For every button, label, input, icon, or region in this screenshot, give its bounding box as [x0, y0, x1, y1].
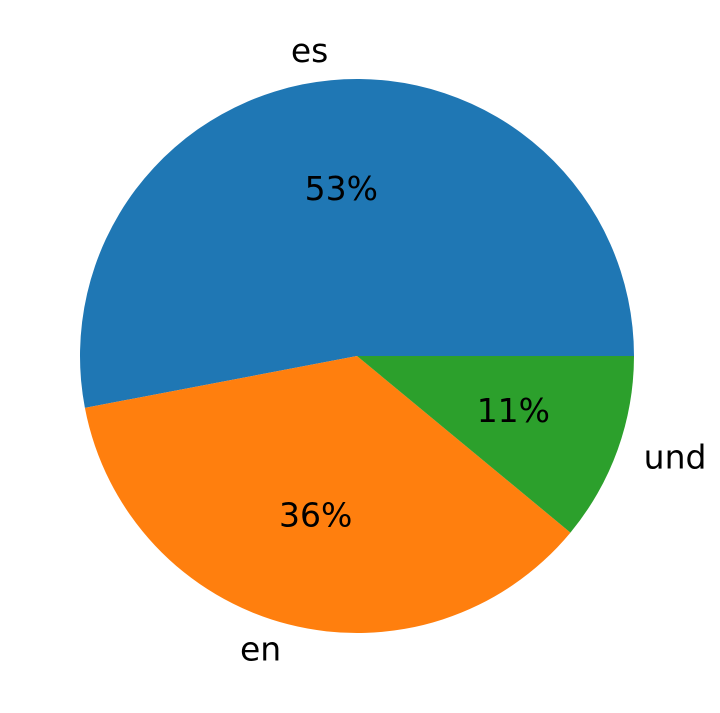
value-label: 11% — [477, 391, 550, 430]
category-label: en — [240, 630, 281, 669]
category-label: und — [644, 438, 707, 477]
pie-slice — [79, 78, 634, 408]
value-label: 36% — [279, 495, 352, 534]
pie-slice — [84, 356, 571, 634]
value-label: 53% — [305, 169, 378, 208]
category-label: es — [291, 31, 329, 70]
pie-slice — [357, 356, 634, 533]
